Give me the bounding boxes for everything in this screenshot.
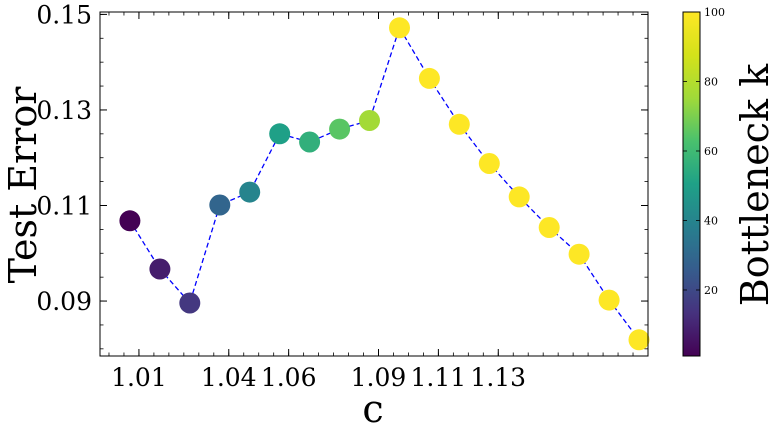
data-point-9 xyxy=(359,110,380,131)
data-point-10 xyxy=(389,17,410,39)
data-point-15 xyxy=(538,217,560,238)
x-tick-label: 1.09 xyxy=(351,363,407,392)
data-point-4 xyxy=(209,194,231,216)
data-point-1 xyxy=(119,210,141,232)
axes: 1.01 1.04 1.06 1.09 1.11 1.13 0.09 0.11 0.13 0.15 xyxy=(36,0,649,392)
data-point-3 xyxy=(179,292,201,314)
data-point-5 xyxy=(239,181,261,203)
x-tick-label: 1.01 xyxy=(111,363,167,392)
data-point-16 xyxy=(568,243,590,265)
colorbar-tick-label: 100 xyxy=(704,6,725,19)
data-point-6 xyxy=(269,123,291,145)
colorbar-gradient xyxy=(682,11,701,357)
data-point-12 xyxy=(448,113,470,135)
data-point-13 xyxy=(478,153,500,174)
y-tick-label: 0.11 xyxy=(36,192,92,221)
data-point-8 xyxy=(329,118,351,140)
data-point-17 xyxy=(598,289,620,311)
x-axis-label: c xyxy=(362,387,383,431)
x-tick-label: 1.11 xyxy=(411,363,467,392)
colorbar-tick-label: 20 xyxy=(704,284,718,297)
colorbar-label: Bottleneck k xyxy=(733,63,775,306)
data-point-2 xyxy=(149,258,171,280)
data-point-14 xyxy=(508,186,530,208)
colorbar-tick-label: 80 xyxy=(704,75,718,88)
data-point-7 xyxy=(299,131,321,153)
colorbar: 20 40 60 80 100 xyxy=(682,6,725,357)
y-tick-label: 0.09 xyxy=(36,287,92,316)
series-line xyxy=(129,26,640,341)
plot-area xyxy=(119,17,650,351)
x-tick-label: 1.13 xyxy=(470,363,526,392)
y-axis-label: Test Error xyxy=(1,86,45,284)
data-point-11 xyxy=(418,67,440,89)
colorbar-tick-label: 40 xyxy=(704,214,718,227)
colorbar-tick-label: 60 xyxy=(704,145,718,158)
y-tick-label: 0.13 xyxy=(36,96,92,125)
y-tick-label: 0.15 xyxy=(36,0,92,29)
x-tick-label: 1.04 xyxy=(201,363,257,392)
axes-frame xyxy=(99,11,649,357)
data-point-18 xyxy=(628,329,650,351)
x-tick-label: 1.06 xyxy=(261,363,317,392)
